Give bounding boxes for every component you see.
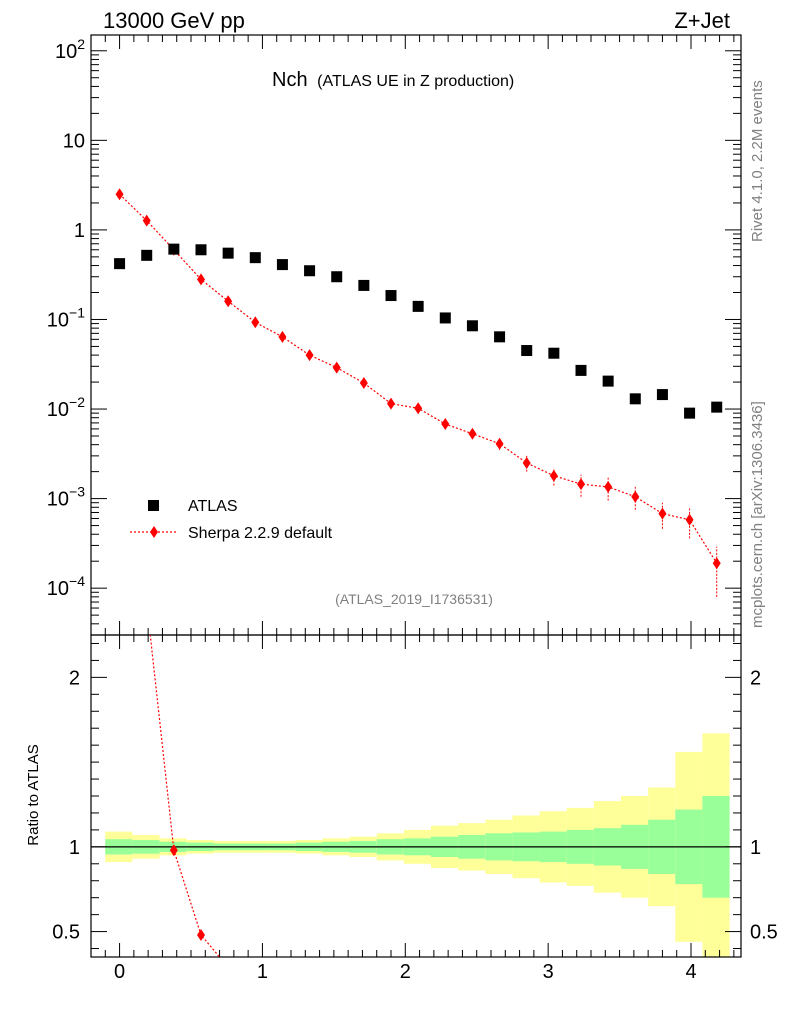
sherpa-point xyxy=(577,478,585,490)
atlas-point xyxy=(684,408,695,419)
sherpa-point xyxy=(468,428,476,440)
sherpa-point xyxy=(360,377,368,389)
ratio-ylabel: Ratio to ATLAS xyxy=(25,744,42,845)
atlas-point xyxy=(467,320,478,331)
atlas-point xyxy=(168,244,179,255)
atlas-point xyxy=(304,265,315,276)
atlas-point xyxy=(358,280,369,291)
x-tick-label: 3 xyxy=(543,961,554,983)
watermark: (ATLAS_2019_I1736531) xyxy=(335,591,493,607)
ratio-y-tick-label-right: 1 xyxy=(750,837,761,859)
sherpa-point xyxy=(414,402,422,414)
atlas-point xyxy=(440,312,451,323)
x-tick-label: 4 xyxy=(685,961,696,983)
main-frame xyxy=(91,35,741,635)
atlas-point xyxy=(114,258,125,269)
sherpa-point xyxy=(387,398,395,410)
ratio-y-tick-label: 0.5 xyxy=(52,922,80,944)
main-title: Nch (ATLAS UE in Z production) xyxy=(272,69,514,91)
sherpa-point xyxy=(523,457,531,469)
rivet-label: Rivet 4.1.0, 2.2M events xyxy=(749,80,766,242)
atlas-point xyxy=(630,393,641,404)
legend-sherpa-label: Sherpa 2.2.9 default xyxy=(188,525,333,542)
y-tick-exponent: −1 xyxy=(69,304,85,320)
atlas-point xyxy=(603,376,614,387)
legend-atlas-label: ATLAS xyxy=(188,498,238,515)
source-label: mcplots.cern.ch [arXiv:1306.3436] xyxy=(749,401,766,628)
y-tick-label: 10 xyxy=(63,130,85,152)
atlas-point xyxy=(548,348,559,359)
atlas-point xyxy=(196,244,207,255)
y-tick-exponent: −3 xyxy=(69,484,85,500)
main-panel: 102 10 1 10−1 10−2 10−3 10−4 xyxy=(47,35,741,635)
ratio-y-tick-label: 2 xyxy=(69,667,80,689)
atlas-point xyxy=(494,331,505,342)
ratio-sherpa-point xyxy=(197,929,205,941)
sherpa-point xyxy=(278,331,286,343)
sherpa-point xyxy=(658,508,666,520)
sherpa-point xyxy=(333,362,341,374)
y-tick-exponent: 2 xyxy=(77,36,85,52)
atlas-point xyxy=(386,290,397,301)
sherpa-point xyxy=(496,438,504,450)
atlas-point xyxy=(576,365,587,376)
ratio-y-tick-label-right: 0.5 xyxy=(750,922,778,944)
sherpa-point xyxy=(550,470,558,482)
atlas-point xyxy=(521,345,532,356)
ratio-y-tick-label: 1 xyxy=(69,837,80,859)
ratio-sherpa-line xyxy=(147,603,228,967)
ratio-y-tick-label-right: 2 xyxy=(750,667,761,689)
sherpa-point xyxy=(441,418,449,430)
atlas-point xyxy=(711,402,722,413)
sherpa-point xyxy=(686,514,694,526)
chart: 13000 GeV pp Z+Jet Nch (ATLAS UE in Z pr… xyxy=(0,0,786,1024)
ratio-panel: 0 1 2 3 4 0.5 0.5 1 1 2 2 xyxy=(52,603,778,983)
atlas-point xyxy=(223,248,234,259)
sherpa-point xyxy=(224,295,232,307)
sherpa-point xyxy=(143,215,151,227)
atlas-point xyxy=(277,259,288,270)
sherpa-point xyxy=(306,349,314,361)
y-tick-exponent: −2 xyxy=(69,394,85,410)
y-tick-label: 10−3 xyxy=(47,484,85,511)
legend: ATLAS Sherpa 2.2.9 default xyxy=(130,498,333,542)
atlas-point xyxy=(141,250,152,261)
y-tick-label: 102 xyxy=(55,36,85,63)
y-tick-label: 10−1 xyxy=(47,304,85,331)
title-main: Nch xyxy=(272,69,308,91)
title-sub: (ATLAS UE in Z production) xyxy=(317,73,514,90)
sherpa-point xyxy=(116,188,124,200)
legend-atlas-marker xyxy=(148,500,159,511)
atlas-point xyxy=(657,389,668,400)
sherpa-point xyxy=(604,481,612,493)
sherpa-point xyxy=(197,273,205,285)
sherpa-point xyxy=(631,491,639,503)
y-tick-label: 1 xyxy=(74,220,85,242)
sherpa-point xyxy=(251,316,259,328)
y-tick-exponent: −4 xyxy=(69,573,85,589)
atlas-point xyxy=(250,252,261,263)
y-tick-label: 10−2 xyxy=(47,394,85,421)
x-tick-label: 0 xyxy=(114,961,125,983)
x-tick-label: 2 xyxy=(400,961,411,983)
header-right: Z+Jet xyxy=(674,8,730,33)
atlas-point xyxy=(331,271,342,282)
y-tick-label: 10−4 xyxy=(47,573,85,600)
atlas-point xyxy=(413,301,424,312)
x-tick-label: 1 xyxy=(257,961,268,983)
header-left: 13000 GeV pp xyxy=(103,8,245,33)
legend-sherpa-marker xyxy=(150,526,158,538)
